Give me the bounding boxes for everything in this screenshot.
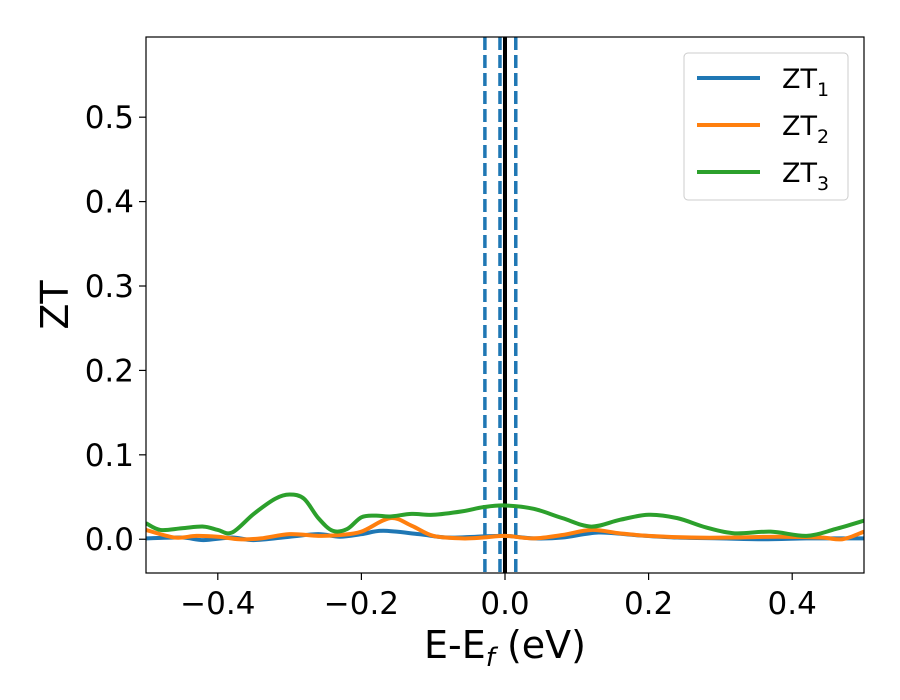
x-axis: −0.4 −0.2 0.0 0.2 0.4: [180, 573, 817, 622]
legend: ZT1 ZT2 ZT3: [683, 52, 849, 201]
legend-label-zt3: ZT3: [782, 158, 829, 195]
series-line-zt2: [146, 516, 864, 542]
legend-label-zt2: ZT2: [782, 111, 829, 148]
y-tick-label: 0.0: [85, 522, 134, 558]
y-axis-title: ZT: [33, 280, 77, 330]
y-axis: 0.0 0.1 0.2 0.3 0.4 0.5: [85, 100, 146, 558]
series-layer: [146, 492, 864, 543]
y-tick-label: 0.2: [85, 353, 134, 389]
y-tick-label: 0.1: [85, 438, 134, 474]
x-tick-label: 0.4: [768, 586, 817, 622]
y-tick-label: 0.5: [85, 100, 134, 136]
reference-lines: [483, 37, 518, 573]
y-tick-label: 0.4: [85, 185, 134, 221]
x-tick-label: −0.4: [180, 586, 255, 622]
y-tick-label: 0.3: [85, 269, 134, 305]
x-tick-label: 0.0: [480, 586, 529, 622]
series-line-zt3: [146, 492, 864, 538]
x-axis-title: E-Ef (eV): [424, 623, 586, 673]
legend-label-zt1: ZT1: [782, 64, 829, 101]
x-tick-label: 0.2: [624, 586, 673, 622]
legend-frame: [683, 52, 849, 201]
x-tick-label: −0.2: [324, 586, 399, 622]
